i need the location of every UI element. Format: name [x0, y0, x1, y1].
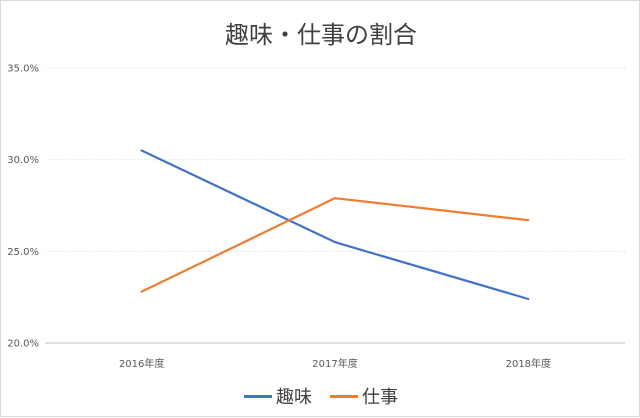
legend-swatch: [330, 394, 358, 398]
y-tick-label: 30.0%: [7, 155, 39, 166]
y-tick-label: 35.0%: [7, 64, 39, 75]
legend-item-0: 趣味: [244, 383, 312, 409]
legend: 趣味 仕事: [1, 383, 640, 409]
x-tick-label: 2016年度: [119, 357, 164, 370]
x-tick-label: 2018年度: [506, 357, 551, 370]
legend-label: 趣味: [276, 387, 312, 408]
y-tick-label: 20.0%: [7, 339, 39, 350]
chart-title: 趣味・仕事の割合: [225, 21, 417, 49]
legend-swatch: [244, 394, 272, 398]
series-line-1: [140, 197, 530, 293]
y-tick-label: 25.0%: [7, 247, 39, 258]
legend-label: 仕事: [362, 387, 398, 408]
x-tick-label: 2017年度: [312, 357, 357, 370]
legend-item-1: 仕事: [330, 383, 398, 409]
series-line-0: [140, 149, 530, 301]
